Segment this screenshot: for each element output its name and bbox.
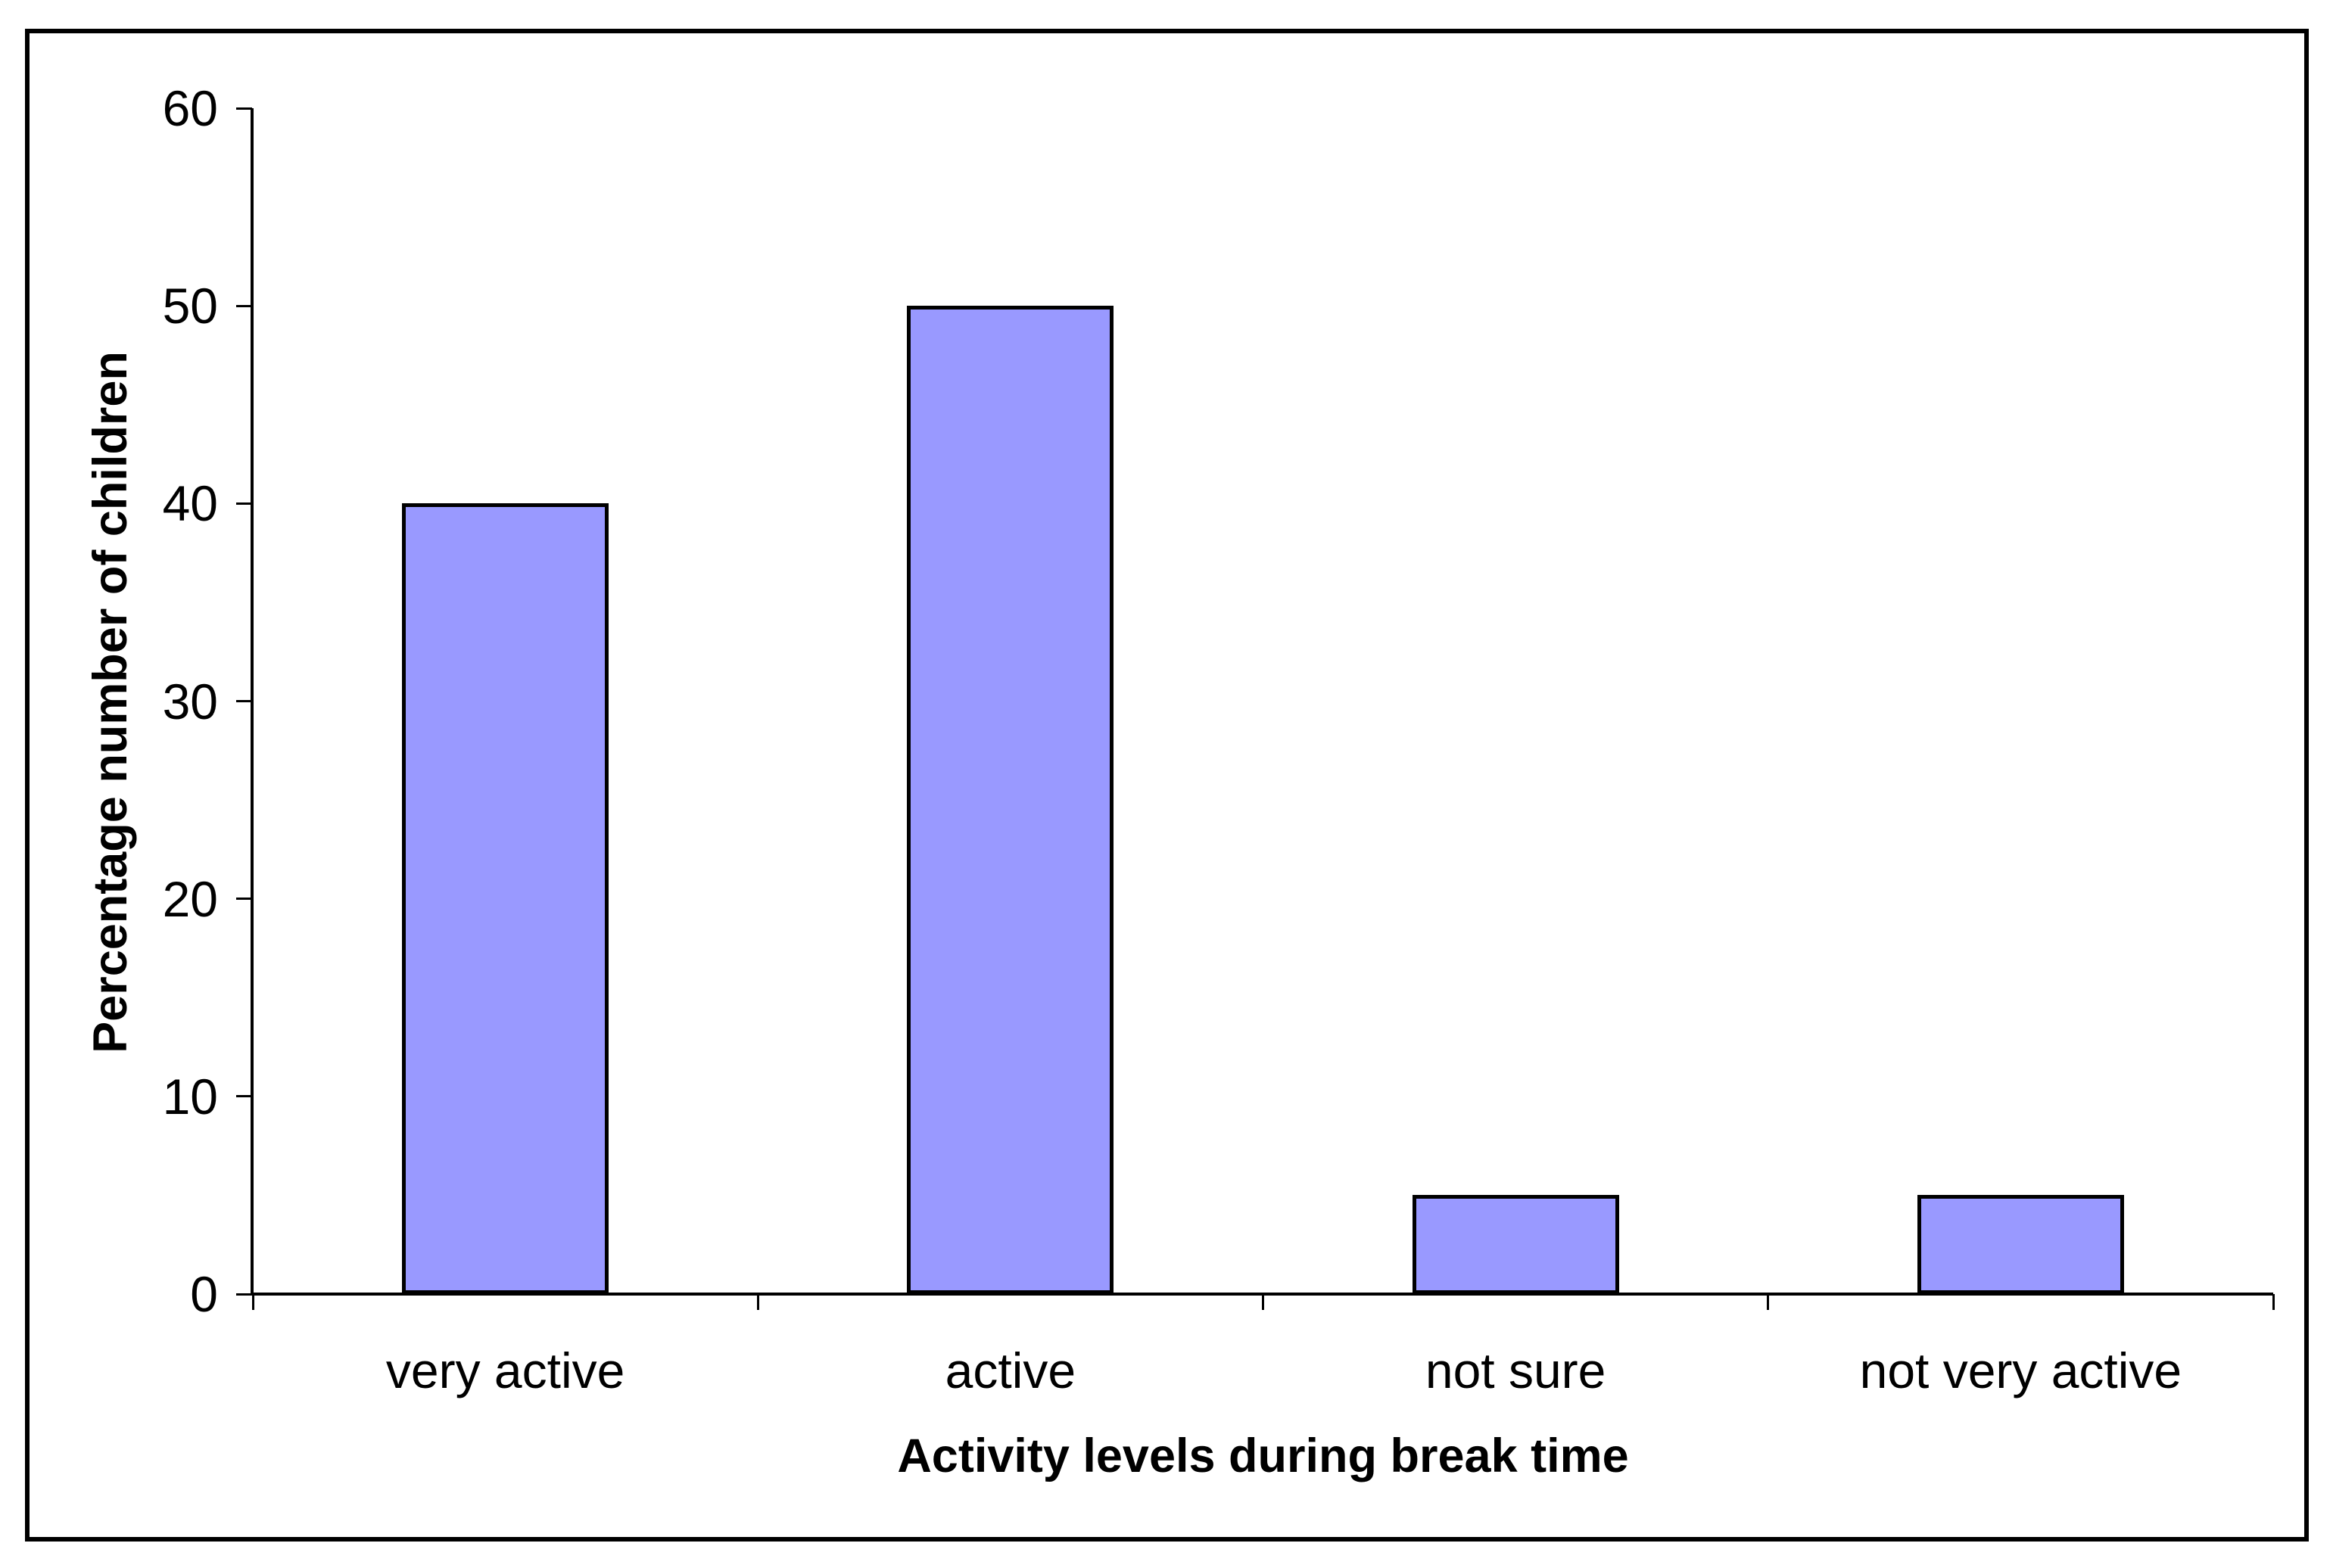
bar xyxy=(1917,1195,2124,1294)
x-tick-mark xyxy=(756,1294,759,1310)
y-tick-label: 40 xyxy=(162,475,218,532)
bar xyxy=(402,503,609,1294)
y-tick-label: 60 xyxy=(162,80,218,136)
y-tick-mark xyxy=(236,1095,252,1098)
y-tick-label: 50 xyxy=(162,278,218,334)
y-tick-label: 10 xyxy=(162,1068,218,1125)
y-tick-mark xyxy=(236,898,252,901)
y-tick-label: 30 xyxy=(162,673,218,730)
y-axis-line xyxy=(251,108,254,1296)
x-category-label: not sure xyxy=(1425,1342,1606,1398)
x-tick-mark xyxy=(1767,1294,1770,1310)
chart-frame xyxy=(25,29,2309,1542)
y-tick-mark xyxy=(236,700,252,702)
x-category-label: active xyxy=(945,1342,1076,1398)
y-tick-label: 0 xyxy=(190,1266,218,1322)
x-category-label: very active xyxy=(385,1342,625,1398)
x-axis-title: Activity levels during break time xyxy=(897,1430,1629,1482)
y-tick-mark xyxy=(236,304,252,307)
y-tick-mark xyxy=(236,502,252,505)
x-category-label: not very active xyxy=(1859,1342,2182,1398)
x-tick-mark xyxy=(251,1294,254,1310)
bar xyxy=(1412,1195,1619,1294)
bar xyxy=(907,306,1114,1294)
y-tick-label: 20 xyxy=(162,870,218,927)
x-tick-mark xyxy=(1262,1294,1264,1310)
y-tick-mark xyxy=(236,1293,252,1296)
y-tick-mark xyxy=(236,107,252,110)
x-tick-mark xyxy=(2272,1294,2275,1310)
